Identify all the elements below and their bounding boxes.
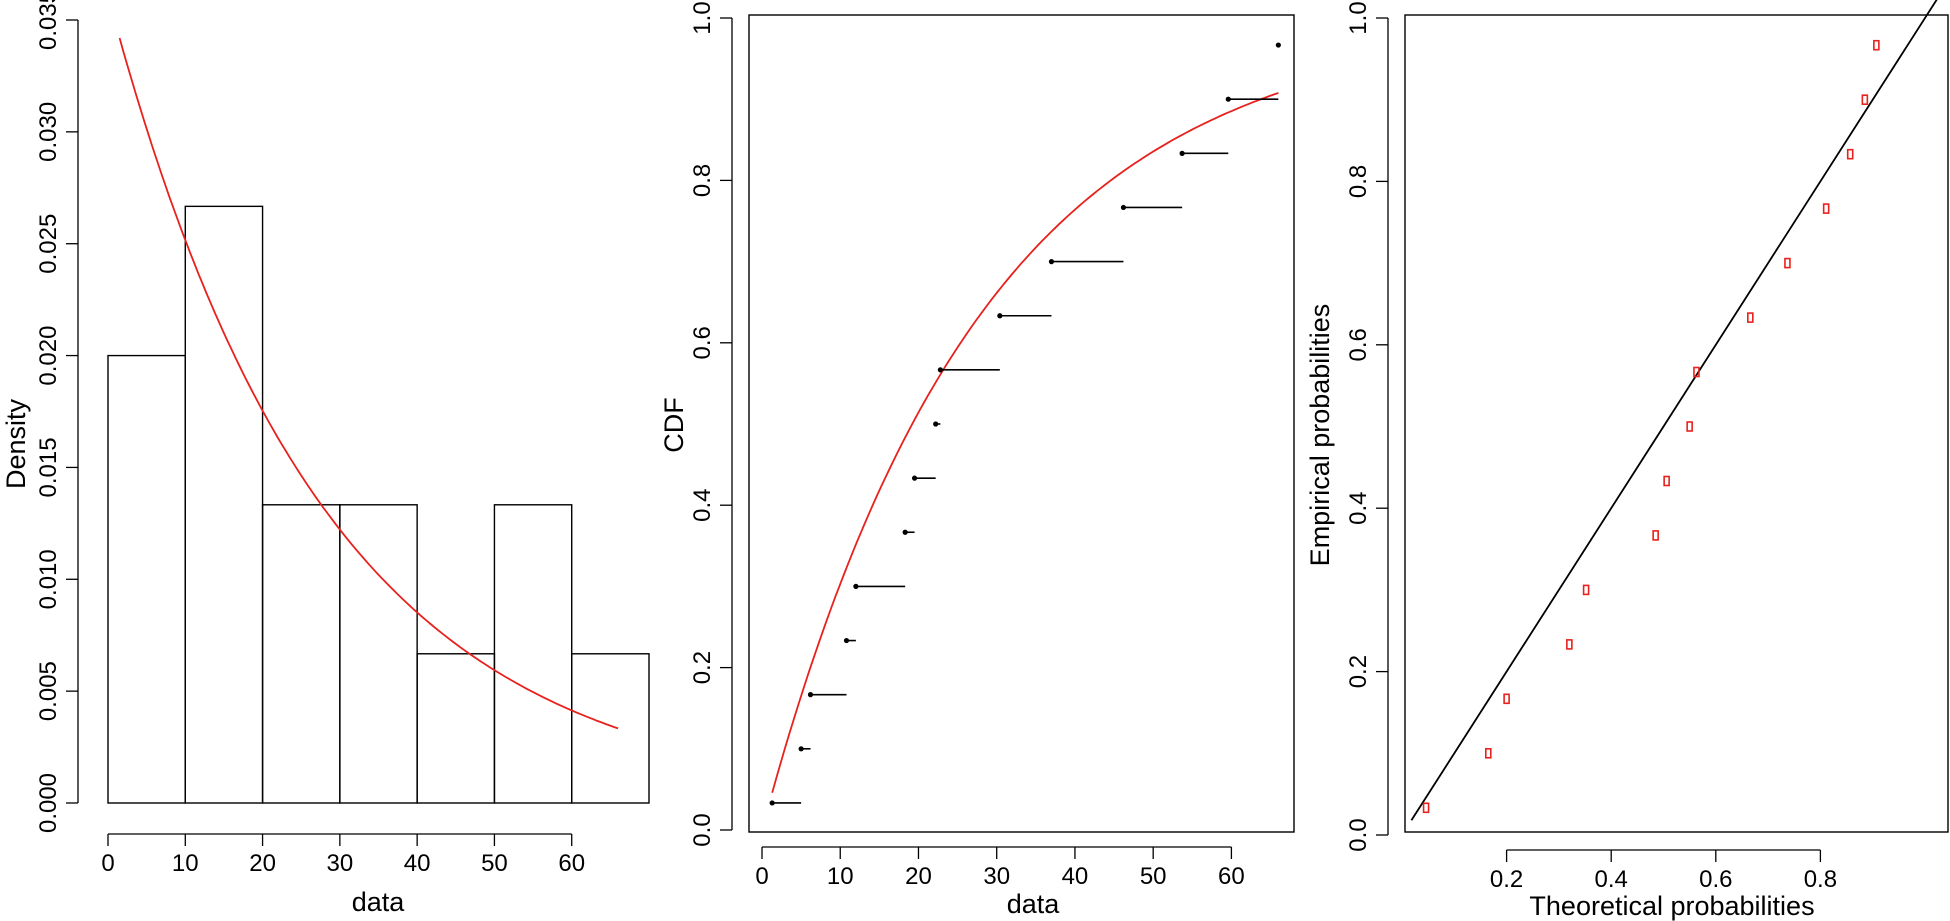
ecdf-point: [997, 313, 1003, 319]
x-axis-label: Theoretical probabilities: [1529, 891, 1814, 921]
y-tick-label: 0.4: [1345, 492, 1372, 525]
x-tick-label: 0.2: [1490, 866, 1523, 893]
reference-line: [1410, 0, 1938, 821]
ecdf-point: [1275, 42, 1281, 48]
ecdf-point: [843, 637, 850, 644]
pp-point: [1846, 148, 1854, 160]
ecdf-point: [769, 800, 775, 806]
x-tick-label: 20: [249, 850, 276, 877]
histogram-bar: [184, 205, 264, 804]
cdf-panel: 0 10 20 30 40 50 60 0.0 0.2 0.4 0.6 0.8 1.0 data CDF: [659, 1, 1295, 919]
ecdf-point: [902, 529, 908, 535]
x-tick-label: 50: [1140, 863, 1167, 890]
y-tick-label: 0.035: [35, 0, 62, 50]
x-tick-label: 60: [1218, 863, 1245, 890]
ecdf-point: [1048, 259, 1055, 265]
x-tick-label: 10: [172, 850, 199, 877]
pp-point: [1663, 475, 1670, 487]
ecdf-point: [807, 692, 814, 698]
x-tick-label: 0: [101, 850, 114, 877]
pp-point: [1582, 584, 1590, 596]
pp-point: [1861, 94, 1869, 105]
pp-point: [1873, 39, 1880, 51]
pp-point: [1784, 257, 1791, 269]
x-tick-label: 60: [558, 850, 585, 877]
y-tick-label: 0.010: [35, 549, 62, 609]
y-tick-label: 0.4: [689, 489, 716, 522]
pp-point: [1747, 312, 1754, 323]
fitted-density-curve: [118, 37, 619, 730]
x-tick-label: 40: [404, 850, 431, 877]
x-tick-label: 30: [327, 850, 354, 877]
y-tick-label: 0.0: [689, 813, 716, 846]
y-tick-label: 0.2: [689, 651, 716, 684]
x-tick-label: 0.8: [1804, 866, 1837, 893]
y-tick-label: 0.8: [1345, 165, 1372, 198]
pp-point: [1566, 639, 1573, 650]
ecdf-point: [798, 746, 804, 752]
histogram-panel: 0 10 20 30 40 50 60 0.000 0.005 0.010 0.015 0.020 0.…: [1, 0, 650, 917]
pp-point: [1422, 802, 1430, 814]
ecdf-point: [853, 583, 859, 590]
plot-frame: [748, 14, 1295, 833]
ecdf-point: [1120, 204, 1127, 211]
pp-point: [1822, 203, 1830, 214]
pp-point: [1503, 693, 1510, 705]
x-tick-label: 40: [1062, 863, 1089, 890]
pp-point: [1484, 747, 1492, 759]
x-tick-label: 50: [481, 850, 508, 877]
x-tick-label: 20: [905, 863, 932, 890]
y-tick-label: 0.8: [689, 164, 716, 197]
y-tick-label: 0.020: [35, 326, 62, 386]
ecdf-point: [1225, 96, 1231, 102]
y-tick-label: 0.030: [35, 102, 62, 162]
y-tick-label: 1.0: [1345, 1, 1372, 34]
ecdf-point: [933, 421, 939, 427]
x-tick-label: 10: [827, 863, 854, 890]
y-axis-label: Empirical probabilities: [1305, 304, 1335, 567]
histogram-bar: [107, 354, 186, 804]
x-axis-label: data: [1007, 889, 1061, 919]
y-tick-label: 0.6: [1345, 328, 1372, 361]
pp-point: [1693, 366, 1700, 378]
y-tick-label: 0.015: [35, 437, 62, 497]
y-axis-label: CDF: [659, 397, 689, 453]
histogram-bar: [339, 504, 418, 804]
histogram-bar: [571, 653, 650, 804]
y-tick-label: 0.005: [35, 661, 62, 721]
pp-point: [1652, 530, 1659, 541]
y-tick-label: 0.025: [35, 214, 62, 274]
x-tick-label: 0.4: [1595, 866, 1628, 893]
histogram-bar: [416, 653, 496, 804]
ecdf-point: [937, 367, 943, 373]
x-tick-label: 0.6: [1699, 866, 1732, 893]
pp-point: [1686, 421, 1693, 432]
plot-frame: [1404, 14, 1949, 833]
y-tick-label: 0.0: [1345, 818, 1372, 851]
x-tick-label: 30: [983, 863, 1010, 890]
x-axis-label: data: [352, 887, 406, 917]
ecdf-point: [1179, 150, 1185, 156]
ecdf-point: [911, 475, 918, 481]
x-tick-label: 0: [755, 863, 768, 890]
y-tick-label: 0.000: [35, 773, 62, 833]
pp-plot-panel: 0.2 0.4 0.6 0.8 0.0 0.2 0.4 0.6 0.8 1.0 Theoretica…: [1305, 0, 1949, 921]
y-tick-label: 0.2: [1345, 655, 1372, 688]
histogram-bar: [261, 504, 341, 804]
y-axis-label: Density: [1, 398, 31, 489]
y-tick-label: 0.6: [689, 326, 716, 359]
histogram-bar: [493, 504, 573, 804]
fitted-cdf-curve: [771, 92, 1279, 794]
y-tick-label: 1.0: [689, 1, 716, 34]
